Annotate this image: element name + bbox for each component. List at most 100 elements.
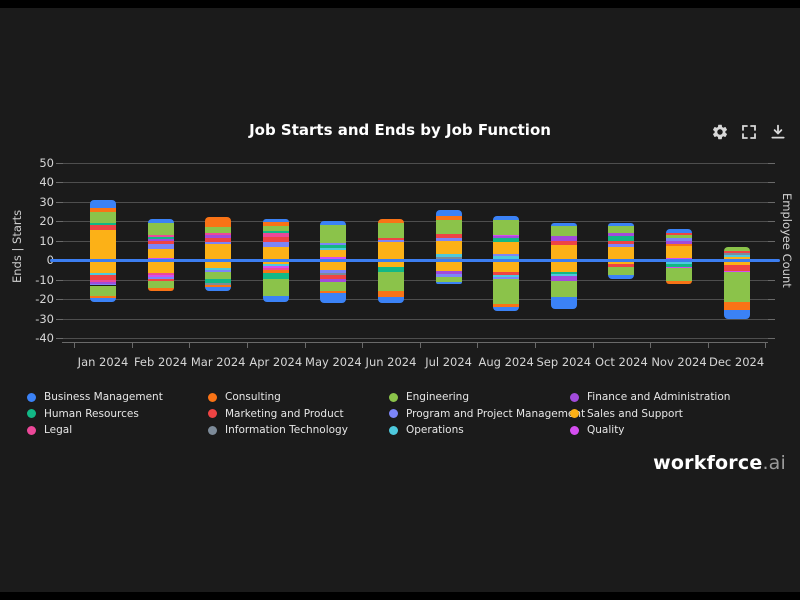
bar-segment[interactable] xyxy=(90,272,116,275)
bar-segment[interactable] xyxy=(205,237,232,242)
bar-segment[interactable] xyxy=(90,207,116,212)
bar-segment[interactable] xyxy=(550,271,577,274)
bar-segment[interactable] xyxy=(493,278,520,304)
bar-segment[interactable] xyxy=(320,225,347,243)
bar-segment[interactable] xyxy=(666,234,692,238)
bar-segment[interactable] xyxy=(435,273,462,277)
bar-segment[interactable] xyxy=(550,260,577,272)
bar-segment[interactable] xyxy=(262,233,289,237)
legend-item[interactable]: Marketing and Product xyxy=(208,406,389,423)
bar-segment[interactable] xyxy=(90,298,116,302)
bar-segment[interactable] xyxy=(493,235,520,238)
bar-segment[interactable] xyxy=(205,243,232,261)
bar-segment[interactable] xyxy=(147,240,174,244)
bar-segment[interactable] xyxy=(320,221,347,226)
bar-segment[interactable] xyxy=(435,257,462,261)
bar-segment[interactable] xyxy=(550,273,577,276)
bar-segment[interactable] xyxy=(205,271,232,279)
bar-segment[interactable] xyxy=(378,291,404,298)
bar-segment[interactable] xyxy=(666,237,692,241)
bar-segment[interactable] xyxy=(493,260,520,272)
bar-segment[interactable] xyxy=(262,260,289,265)
bar-segment[interactable] xyxy=(320,257,347,261)
bar-segment[interactable] xyxy=(608,274,635,279)
bar-segment[interactable] xyxy=(147,223,174,235)
bar-segment[interactable] xyxy=(262,246,289,260)
bar-segment[interactable] xyxy=(723,271,750,302)
bar-segment[interactable] xyxy=(262,269,289,273)
bar-segment[interactable] xyxy=(90,223,116,226)
bar-segment[interactable] xyxy=(90,279,116,282)
bar-segment[interactable] xyxy=(608,243,635,247)
bar-segment[interactable] xyxy=(147,276,174,279)
bar-segment[interactable] xyxy=(320,249,347,258)
bar-segment[interactable] xyxy=(550,223,577,227)
bar-segment[interactable] xyxy=(90,285,116,297)
bar-segment[interactable] xyxy=(493,241,520,255)
bar-segment[interactable] xyxy=(550,240,577,245)
bar-segment[interactable] xyxy=(435,276,462,282)
bar-segment[interactable] xyxy=(435,233,462,238)
bar-segment[interactable] xyxy=(723,260,750,266)
legend-item[interactable]: Human Resources xyxy=(27,406,208,423)
legend-item[interactable]: Consulting xyxy=(208,389,389,406)
bar-segment[interactable] xyxy=(435,216,462,221)
bar-segment[interactable] xyxy=(90,230,116,261)
bar-segment[interactable] xyxy=(320,281,347,292)
bar-segment[interactable] xyxy=(262,241,289,247)
bar-segment[interactable] xyxy=(320,272,347,275)
legend-item[interactable]: Business Management xyxy=(27,389,208,406)
bar-segment[interactable] xyxy=(493,256,520,261)
bar-segment[interactable] xyxy=(723,302,750,310)
bar-segment[interactable] xyxy=(723,270,750,272)
legend-item[interactable]: Sales and Support xyxy=(570,406,751,423)
bar-segment[interactable] xyxy=(205,241,232,244)
bar-segment[interactable] xyxy=(608,233,635,236)
bar-segment[interactable] xyxy=(90,274,116,280)
bar-segment[interactable] xyxy=(205,284,232,288)
legend-item[interactable]: Operations xyxy=(389,422,570,439)
bar-segment[interactable] xyxy=(550,275,577,281)
bar-segment[interactable] xyxy=(320,278,347,282)
bar-segment[interactable] xyxy=(435,254,462,258)
bar-segment[interactable] xyxy=(147,248,174,259)
bar-segment[interactable] xyxy=(666,262,692,265)
bar-segment[interactable] xyxy=(262,219,289,223)
bar-segment[interactable] xyxy=(147,280,174,289)
bar-segment[interactable] xyxy=(723,265,750,271)
bar-segment[interactable] xyxy=(205,233,232,235)
bar-segment[interactable] xyxy=(493,271,520,275)
bar-segment[interactable] xyxy=(666,243,692,246)
bar-segment[interactable] xyxy=(378,219,404,224)
bar-segment[interactable] xyxy=(205,234,232,238)
bar-segment[interactable] xyxy=(666,280,692,284)
bar-segment[interactable] xyxy=(378,237,404,240)
bar-segment[interactable] xyxy=(378,267,404,272)
bar-segment[interactable] xyxy=(435,281,462,284)
legend-item[interactable]: Information Technology xyxy=(208,422,389,439)
bar-segment[interactable] xyxy=(435,270,462,274)
bar-segment[interactable] xyxy=(147,243,174,249)
bar-segment[interactable] xyxy=(205,217,232,228)
bar-segment[interactable] xyxy=(493,237,520,242)
bar-segment[interactable] xyxy=(147,260,174,273)
bar-segment[interactable] xyxy=(723,255,750,258)
bar-segment[interactable] xyxy=(262,268,289,270)
gear-icon[interactable] xyxy=(711,123,729,141)
bar-segment[interactable] xyxy=(666,268,692,281)
bar-segment[interactable] xyxy=(147,234,174,237)
bar-segment[interactable] xyxy=(666,264,692,268)
bar-segment[interactable] xyxy=(147,238,174,241)
bar-segment[interactable] xyxy=(550,280,577,298)
bar-segment[interactable] xyxy=(493,234,520,236)
bar-segment[interactable] xyxy=(147,236,174,239)
legend-item[interactable]: Program and Project Management xyxy=(389,406,585,423)
bar-segment[interactable] xyxy=(147,272,174,275)
bar-segment[interactable] xyxy=(723,309,750,319)
bar-segment[interactable] xyxy=(493,216,520,221)
bar-segment[interactable] xyxy=(608,264,635,268)
bar-segment[interactable] xyxy=(608,246,635,261)
bar-segment[interactable] xyxy=(666,233,692,235)
bar-segment[interactable] xyxy=(723,257,750,261)
bar-segment[interactable] xyxy=(90,211,116,224)
